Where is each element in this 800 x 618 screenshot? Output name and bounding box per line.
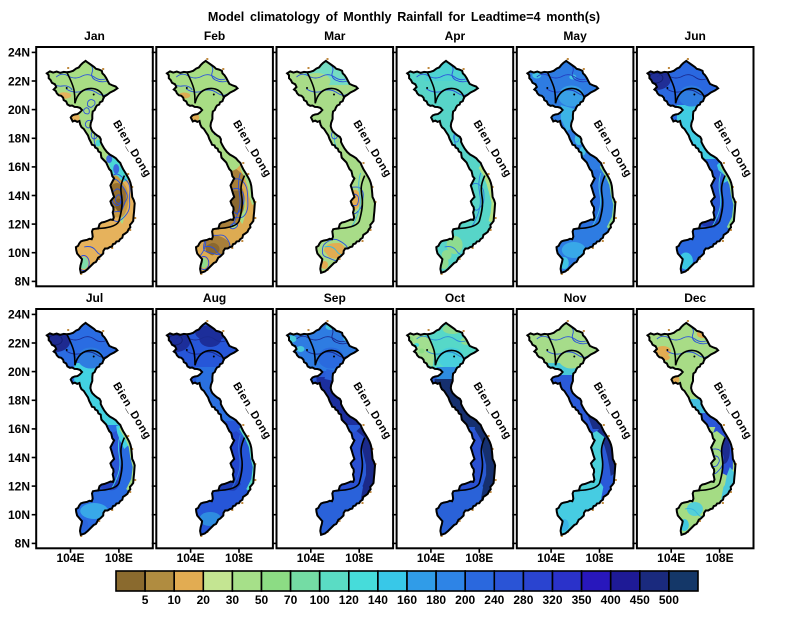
svg-text:24N: 24N [8,46,30,60]
svg-text:20: 20 [197,593,211,607]
svg-text:280: 280 [513,593,533,607]
svg-text:10N: 10N [8,508,30,522]
svg-text:16N: 16N [8,160,30,174]
svg-text:Jun: Jun [685,29,706,43]
svg-text:18N: 18N [8,394,30,408]
svg-text:104E: 104E [537,551,565,565]
svg-text:140: 140 [368,593,388,607]
svg-text:30: 30 [226,593,240,607]
svg-text:70: 70 [284,593,298,607]
svg-text:Mar: Mar [324,29,346,43]
svg-text:22N: 22N [8,336,30,350]
svg-text:108E: 108E [465,551,493,565]
svg-text:Aug: Aug [203,291,226,305]
svg-text:108E: 108E [706,551,734,565]
svg-text:Oct: Oct [445,291,465,305]
svg-text:12N: 12N [8,479,30,493]
svg-text:Dec: Dec [684,291,706,305]
svg-text:20N: 20N [8,365,30,379]
svg-text:104E: 104E [417,551,445,565]
svg-text:Feb: Feb [204,29,225,43]
svg-text:108E: 108E [345,551,373,565]
svg-text:450: 450 [630,593,650,607]
svg-text:24N: 24N [8,308,30,322]
svg-text:Nov: Nov [564,291,587,305]
svg-text:Jul: Jul [86,291,103,305]
svg-text:104E: 104E [297,551,325,565]
svg-text:20N: 20N [8,103,30,117]
svg-text:Jan: Jan [84,29,105,43]
svg-text:160: 160 [397,593,417,607]
svg-text:350: 350 [572,593,592,607]
svg-text:12N: 12N [8,217,30,231]
svg-text:14N: 14N [8,189,30,203]
svg-text:50: 50 [255,593,269,607]
svg-text:Model climatology of Monthly R: Model climatology of Monthly Rainfall fo… [208,10,600,24]
svg-text:Sep: Sep [324,291,346,305]
svg-text:120: 120 [339,593,359,607]
svg-text:180: 180 [426,593,446,607]
svg-text:16N: 16N [8,422,30,436]
svg-text:104E: 104E [177,551,205,565]
svg-text:10N: 10N [8,246,30,260]
svg-text:320: 320 [542,593,562,607]
svg-text:May: May [563,29,587,43]
svg-text:8N: 8N [15,537,30,551]
svg-text:100: 100 [310,593,330,607]
svg-text:18N: 18N [8,132,30,146]
svg-text:240: 240 [484,593,504,607]
svg-text:22N: 22N [8,74,30,88]
svg-text:500: 500 [659,593,679,607]
svg-text:108E: 108E [585,551,613,565]
svg-text:108E: 108E [105,551,133,565]
svg-text:400: 400 [601,593,621,607]
svg-text:14N: 14N [8,451,30,465]
svg-text:108E: 108E [225,551,253,565]
svg-text:10: 10 [168,593,182,607]
svg-text:104E: 104E [56,551,84,565]
svg-text:Apr: Apr [445,29,466,43]
svg-text:5: 5 [142,593,149,607]
svg-text:8N: 8N [15,275,30,289]
svg-text:104E: 104E [657,551,685,565]
svg-text:200: 200 [455,593,475,607]
